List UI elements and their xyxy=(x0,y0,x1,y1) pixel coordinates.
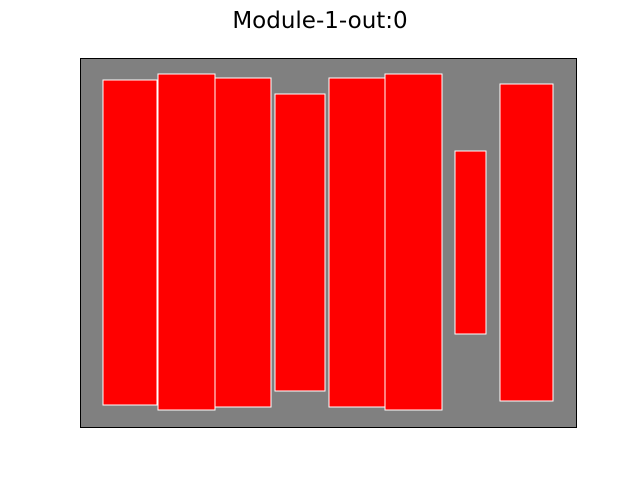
rect-7 xyxy=(454,150,487,335)
figure-title: Module-1-out:0 xyxy=(232,8,408,34)
rect-8 xyxy=(499,83,554,402)
rect-1 xyxy=(102,79,158,406)
rect-3 xyxy=(214,77,272,408)
rect-6 xyxy=(384,73,443,411)
rect-2 xyxy=(157,73,216,411)
rect-4 xyxy=(274,93,326,392)
rect-5 xyxy=(328,77,386,408)
rectangles-layer xyxy=(102,73,554,411)
